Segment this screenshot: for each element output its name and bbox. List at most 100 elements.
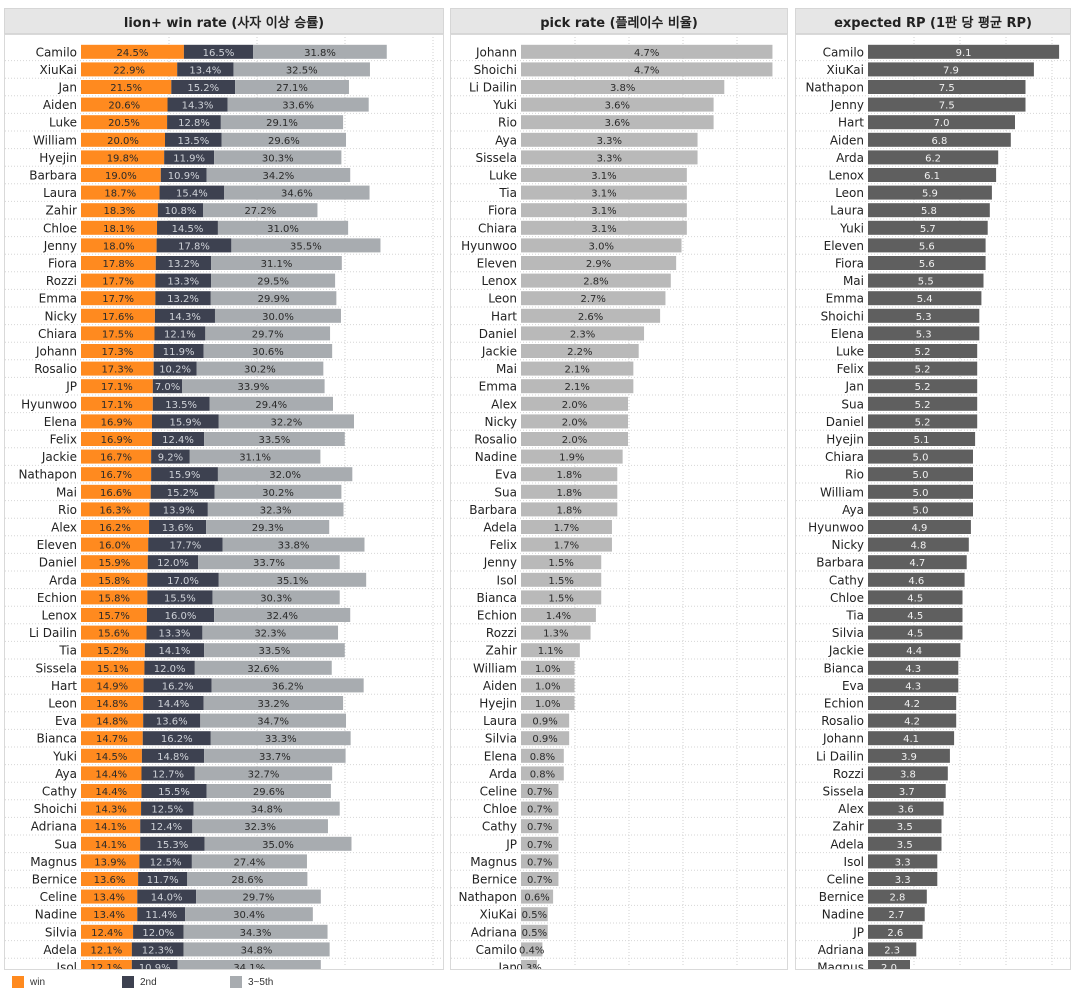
bar-segment-35th <box>231 238 381 253</box>
category-label: Nadine <box>822 908 864 922</box>
bar-segment-win <box>81 801 142 816</box>
bar <box>868 220 988 235</box>
bar <box>868 502 973 517</box>
bar-segment-win <box>81 660 145 675</box>
data-label: 16.0% <box>99 541 131 552</box>
category-label: Bernice <box>819 890 864 904</box>
bar-segment-2nd <box>156 238 232 253</box>
bar <box>868 432 976 446</box>
bar <box>868 872 938 886</box>
category-label: Nicky <box>44 309 77 323</box>
data-label: 2.6% <box>578 312 603 323</box>
data-label: 13.6% <box>162 523 194 534</box>
data-label: 16.6% <box>100 488 132 499</box>
legend-label-3-5th: 3~5th <box>248 976 274 988</box>
data-label: 5.4 <box>917 294 933 305</box>
bar <box>521 537 612 552</box>
data-label: 5.3 <box>916 312 932 323</box>
data-label: 17.5% <box>102 329 134 340</box>
category-label: Rosalio <box>34 362 77 376</box>
bar-segment-win <box>81 238 157 253</box>
data-label: 20.6% <box>108 101 140 112</box>
data-label: 33.9% <box>238 382 270 393</box>
category-label: Tia <box>498 186 517 200</box>
bar-segment-win <box>81 608 147 622</box>
legend-swatch-win <box>12 976 24 988</box>
bar-segment-2nd <box>137 907 186 922</box>
category-label: Leon <box>835 186 864 200</box>
data-label: 1.7% <box>554 523 579 534</box>
data-label: 1.4% <box>546 611 571 622</box>
data-label: 27.1% <box>276 83 308 94</box>
category-label: Fiora <box>488 204 517 218</box>
data-label: 5.0 <box>913 505 929 516</box>
bar <box>521 713 570 728</box>
data-label: 4.8 <box>910 541 926 552</box>
data-label: 13.6% <box>94 875 126 886</box>
category-label: Nathapon <box>18 468 77 482</box>
bar-segment-win <box>81 537 149 552</box>
bar <box>868 414 978 429</box>
data-label: 2.8% <box>583 277 608 288</box>
bar-segment-2nd <box>143 696 204 710</box>
bar <box>521 344 639 358</box>
data-label: 5.6 <box>919 241 935 252</box>
category-label: Chloe <box>830 591 864 605</box>
category-label: Jackie <box>41 450 77 464</box>
category-label: Tia <box>58 644 77 658</box>
category-label: Mai <box>843 274 864 288</box>
bar <box>868 80 1026 94</box>
bar-segment-35th <box>220 115 344 130</box>
data-label: 15.7% <box>98 611 130 622</box>
data-label: 2.0% <box>562 417 587 428</box>
category-label: Eva <box>842 679 864 693</box>
bar <box>521 572 602 587</box>
bar-segment-2nd <box>167 115 221 130</box>
data-label: 36.2% <box>272 681 304 692</box>
category-label: Li Dailin <box>29 626 77 640</box>
category-label: Laura <box>483 714 517 728</box>
data-label: 17.3% <box>101 365 133 376</box>
bar-segment-35th <box>196 889 321 904</box>
category-label: Shoichi <box>821 309 864 323</box>
category-label: Echion <box>37 591 77 605</box>
category-label: Nathapon <box>805 81 864 95</box>
data-label: 33.8% <box>278 541 310 552</box>
category-label: Celine <box>40 890 77 904</box>
data-label: 11.4% <box>145 910 177 921</box>
bar-segment-win <box>81 273 156 288</box>
bar-segment-win <box>81 132 165 147</box>
category-label: Adriana <box>31 820 77 834</box>
data-label: 16.9% <box>101 417 133 428</box>
data-label: 17.1% <box>101 400 133 411</box>
category-label: Hyunwoo <box>461 239 517 253</box>
data-label: 14.1% <box>95 840 127 851</box>
bar-segment-2nd <box>157 220 218 235</box>
data-label: 13.4% <box>93 893 125 904</box>
win-rate-title: lion+ win rate (사자 이상 승률) <box>4 8 444 34</box>
bar <box>868 396 978 411</box>
category-label: XiuKai <box>39 63 77 77</box>
category-label: Felix <box>837 362 864 376</box>
category-label: Elena <box>484 749 517 763</box>
data-label: 5.2 <box>915 365 931 376</box>
data-label: 22.9% <box>113 65 145 76</box>
category-label: Eleven <box>477 257 517 271</box>
category-label: Magnus <box>470 855 517 869</box>
data-label: 3.5 <box>897 822 913 833</box>
data-label: 10.9% <box>139 963 171 969</box>
data-label: 3.9 <box>901 752 917 763</box>
category-label: Chiara <box>478 221 517 235</box>
bar <box>868 678 959 693</box>
category-label: Sissela <box>35 661 77 675</box>
legend-item-3-5th: 3~5th <box>230 976 273 988</box>
bar-segment-35th <box>211 256 342 270</box>
data-label: 13.4% <box>93 910 125 921</box>
category-label: Silvia <box>485 732 517 746</box>
category-label: Alex <box>491 397 517 411</box>
data-label: 0.7% <box>527 875 552 886</box>
category-label: JP <box>65 380 77 394</box>
category-label: Zahir <box>486 644 518 658</box>
data-label: 12.0% <box>154 664 186 675</box>
bar <box>521 731 570 746</box>
